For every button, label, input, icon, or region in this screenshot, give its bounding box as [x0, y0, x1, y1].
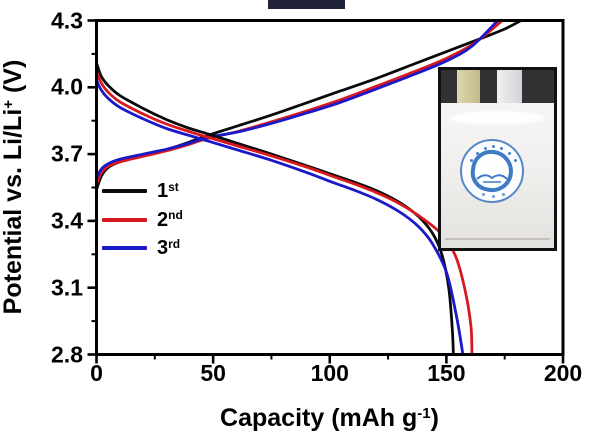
- y-tick-label: 2.8: [51, 341, 83, 367]
- legend-label-1st: 1st: [157, 179, 179, 203]
- y-tick-label: 3.1: [51, 274, 83, 301]
- x-tick-label: 200: [543, 360, 583, 386]
- y-axis-title: Potential vs. Li/Li+ (V): [0, 59, 27, 315]
- legend-label-3rd: 3rd: [157, 236, 181, 260]
- cropped-header-remnant: [268, 0, 345, 9]
- y-tick-label: 4.3: [51, 7, 83, 33]
- pouch-highlight: [449, 111, 544, 125]
- legend-label-2nd: 2nd: [157, 208, 183, 231]
- curve-3rd-discharge: [95, 78, 465, 356]
- legend-item-1st: 1st: [102, 177, 183, 206]
- pouch-seam: [445, 238, 550, 240]
- pouch-body: [441, 103, 554, 248]
- x-tick-label: 0: [90, 360, 103, 386]
- y-tick-label: 3.4: [51, 207, 83, 234]
- y-tick-label: 3.7: [51, 140, 83, 167]
- x-tick-label: 50: [200, 360, 226, 386]
- legend: 1st 2nd 3rd: [102, 177, 183, 263]
- curve-3rd-charge: [95, 19, 500, 180]
- seal-emblem-glyph: [476, 174, 508, 183]
- cell-tab-left: [457, 70, 480, 103]
- x-axis-title-superscript: -1: [417, 404, 431, 422]
- y-tick-label: 4.0: [51, 73, 83, 100]
- axes-frame: [95, 19, 565, 356]
- y-axis-title-superscript: +: [0, 99, 17, 109]
- legend-item-2nd: 2nd: [102, 206, 183, 235]
- pouch-cell-photo: [441, 70, 554, 248]
- x-tick-label: 100: [310, 360, 349, 386]
- legend-line-2nd: [102, 217, 147, 222]
- x-tick-label: 150: [427, 360, 466, 386]
- cell-tab-right: [497, 70, 522, 103]
- university-seal: [460, 139, 524, 203]
- x-axis-title: Capacity (mAh g-1): [220, 404, 439, 432]
- legend-line-1st: [102, 189, 147, 194]
- legend-line-3rd: [102, 246, 147, 251]
- battery-photo-inset: [438, 67, 557, 251]
- legend-item-3rd: 3rd: [102, 234, 183, 263]
